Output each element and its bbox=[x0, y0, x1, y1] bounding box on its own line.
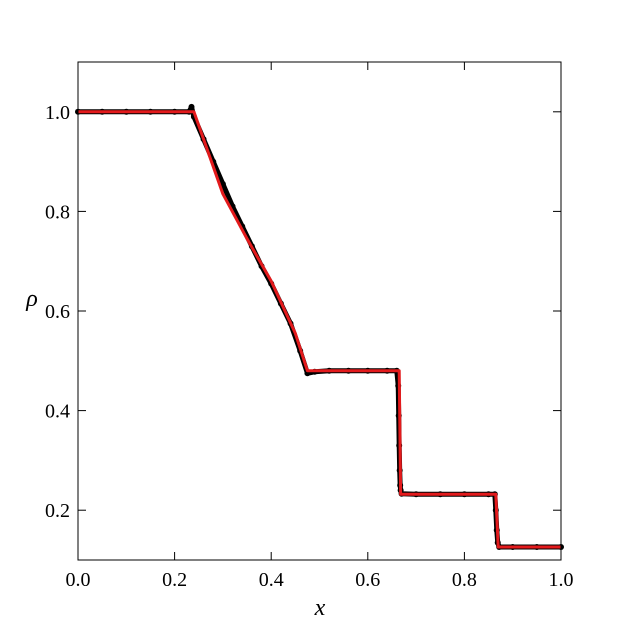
x-tick-label: 0.2 bbox=[162, 569, 187, 591]
x-tick-label: 0.8 bbox=[452, 569, 477, 591]
series-line bbox=[78, 110, 561, 549]
y-tick-label: 1.0 bbox=[45, 102, 70, 124]
data-point bbox=[188, 103, 195, 110]
y-tick-label: 0.4 bbox=[45, 401, 70, 423]
y-tick-label: 0.8 bbox=[45, 201, 70, 223]
x-tick-label: 0.4 bbox=[259, 569, 284, 591]
x-tick-label: 0.6 bbox=[355, 569, 380, 591]
x-axis-label: x bbox=[314, 595, 326, 621]
plot-frame bbox=[77, 61, 562, 561]
x-tick-label: 0.0 bbox=[66, 569, 91, 591]
x-tick-label: 1.0 bbox=[549, 569, 574, 591]
y-axis-label: ρ bbox=[25, 286, 38, 312]
series-line bbox=[78, 104, 561, 550]
y-tick-label: 0.2 bbox=[45, 500, 70, 522]
y-tick-label: 0.6 bbox=[45, 301, 70, 323]
